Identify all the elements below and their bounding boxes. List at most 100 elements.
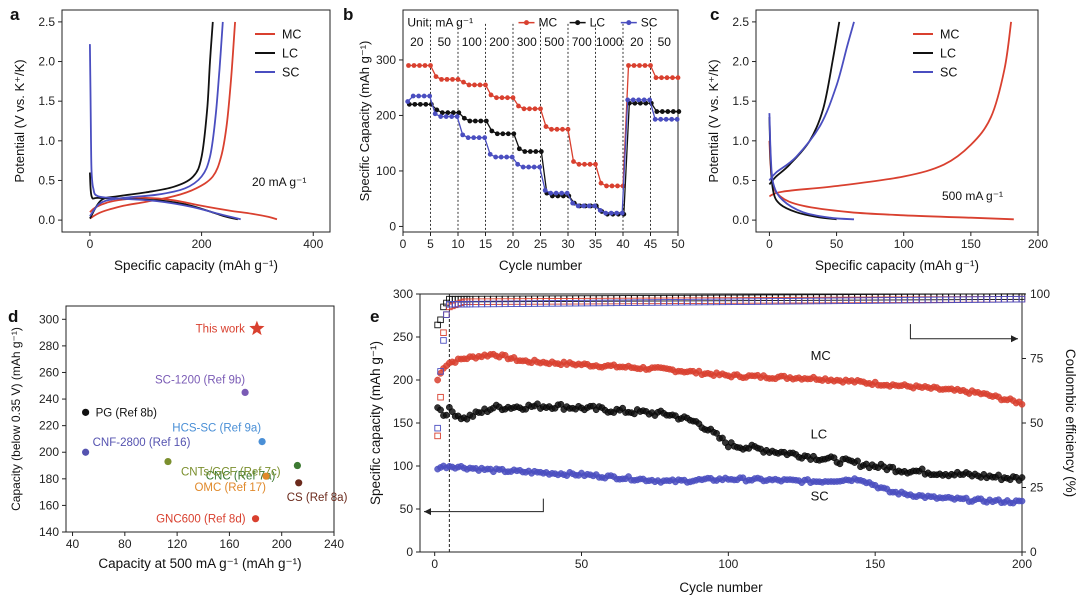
- panel-b-point-sc: [460, 132, 466, 138]
- panel-b-point-mc: [543, 124, 549, 129]
- panel-b-point-mc: [472, 82, 477, 88]
- panel-b-legend-label-sc: SC: [641, 16, 658, 30]
- panel-d-xtick-label: 160: [219, 537, 239, 551]
- panel-a-xtick-label: 200: [192, 237, 212, 251]
- panel-b-point-sc: [641, 97, 647, 103]
- panel-b-legend-label-mc: MC: [539, 16, 558, 30]
- panel-b-point-mc: [444, 76, 450, 82]
- panel-b-point-sc: [416, 93, 422, 99]
- panel-b-ytick-label: 0: [389, 219, 396, 233]
- panel-d-ylabel: Capacity (below 0.35 V) (mAh g⁻¹): [9, 327, 23, 511]
- panel-e-xtick-label: 100: [718, 557, 738, 571]
- panel-a: 0 200 400 0.0 0.5 1.0 1.5 2.0 2.5 MC LC SC 20 mA g⁻¹…: [12, 9, 331, 273]
- panel-b-point-sc: [608, 210, 614, 216]
- panel-a-ytick-label: 0.0: [38, 213, 55, 227]
- panel-d-ytick-label: 260: [39, 365, 59, 379]
- panel-a-ylabel: Potential (V vs. K⁺/K): [12, 59, 27, 182]
- panel-b-point-mc: [411, 63, 417, 68]
- panel-b-point-sc: [438, 114, 444, 119]
- panel-b-point-mc: [422, 63, 428, 68]
- panel-e-efficiency-point-sc: [666, 299, 673, 306]
- panel-b-point-sc: [405, 99, 411, 104]
- panel-e-series-label-mc: MC: [811, 348, 831, 363]
- panel-b-point-mc: [631, 63, 637, 68]
- panel-e-ytick-label: 300: [393, 287, 413, 301]
- panel-e-series-label-sc: SC: [811, 488, 829, 503]
- panel-a-ytick-label: 2.5: [38, 15, 55, 29]
- panel-b-point-mc: [571, 159, 576, 164]
- panel-b-point-mc: [417, 63, 422, 68]
- panel-b-point-lc: [511, 131, 517, 137]
- panel-b-point-lc: [522, 149, 528, 154]
- panel-e-efficiency-point-sc: [636, 299, 644, 306]
- panel-b-point-sc: [504, 154, 510, 160]
- panel-e-arrow-left: [424, 498, 544, 513]
- panel-a-annotation: 20 mA g⁻¹: [252, 175, 306, 189]
- panel-e-efficiency-point-mc: [434, 432, 441, 440]
- panel-c-ytick-label: 2.0: [732, 55, 749, 69]
- panel-b-xtick-label: 30: [561, 237, 575, 251]
- panel-b-rate-label: 20: [630, 35, 644, 49]
- panel-d-xtick-label: 40: [66, 537, 80, 551]
- panel-b-point-sc: [647, 97, 653, 103]
- panel-b-point-sc: [471, 135, 477, 141]
- panel-d-ytick-label: 200: [39, 445, 59, 459]
- panel-e: 0 50 100 150 2000501001502002503000255075100…: [368, 287, 1078, 595]
- panel-e-xtick-label: 150: [865, 557, 885, 571]
- panel-b-point-lc: [450, 110, 456, 116]
- panel-e-efficiency-point-sc: [701, 298, 709, 306]
- panel-b-point-mc: [521, 106, 527, 112]
- panel-b-point-mc: [455, 76, 461, 82]
- panel-b-point-lc: [659, 109, 665, 114]
- panel-b-point-mc: [538, 106, 543, 112]
- panel-b-ytick-label: 200: [376, 108, 396, 122]
- panel-b-point-mc: [598, 180, 604, 186]
- panel-d-marker-sc-1200-ref-9b: [241, 388, 249, 397]
- panel-e-efficiency-point-sc: [443, 311, 450, 318]
- panel-a-ytick-label: 1.5: [38, 94, 55, 108]
- panel-b-point-sc: [443, 114, 449, 119]
- panel-e-efficiency-point-sc: [689, 298, 697, 306]
- panel-d-ytick-label: 160: [39, 498, 59, 512]
- panel-b-point-sc: [465, 135, 471, 141]
- panel-b-point-mc: [483, 82, 488, 88]
- panel-b-rate-label: 50: [438, 35, 452, 49]
- panel-e-axes-frame: [419, 293, 1023, 553]
- panel-d-ytick-label: 180: [39, 472, 59, 486]
- panel-b-point-lc: [423, 101, 429, 107]
- panel-e-xlabel: Cycle number: [679, 580, 763, 595]
- panel-e-arrowhead-left: [424, 508, 431, 516]
- panel-b-point-sc: [493, 154, 499, 160]
- panel-d-xlabel: Capacity at 500 mA g⁻¹ (mAh g⁻¹): [98, 556, 301, 571]
- panel-b-point-mc: [560, 126, 565, 132]
- panel-letter-d: d: [8, 307, 18, 326]
- panel-b-point-mc: [626, 63, 631, 68]
- panel-a-curve-mc-1: [89, 21, 236, 220]
- panel-b-point-sc: [476, 135, 482, 141]
- panel-b-point-mc: [615, 183, 620, 189]
- panel-c-legend-label-sc: SC: [940, 66, 957, 80]
- panel-e-capacity-point-lc: [918, 465, 926, 473]
- panel-b-point-mc: [466, 82, 472, 88]
- panel-b-point-mc: [532, 106, 538, 112]
- panel-b-rate-label: 1000: [596, 35, 623, 49]
- panel-e-capacity-point-lc: [437, 406, 444, 414]
- panel-b-rate-label: 20: [410, 35, 424, 49]
- panel-d-label-gnc600-ref-8d: GNC600 (Ref 8d): [156, 514, 246, 526]
- panel-a-axes-frame: [61, 9, 331, 233]
- panel-e-efficiency-point-sc: [672, 299, 679, 306]
- panel-c-curve-mc-1: [769, 21, 1012, 198]
- panel-b-point-sc: [586, 203, 592, 209]
- panel-e-efficiency-point-mc: [440, 329, 447, 336]
- panel-e-ytick-right-label: 25: [1030, 481, 1044, 495]
- panel-e-efficiency-point-sc: [654, 299, 662, 306]
- panel-b-rate-label: 200: [489, 35, 509, 49]
- panel-a-curve-sc-0: [89, 44, 241, 221]
- panel-b-xtick-label: 10: [451, 237, 465, 251]
- panel-b-point-mc: [494, 95, 499, 101]
- panel-b-point-sc: [603, 210, 609, 216]
- panel-e-ytick-right-label: 0: [1030, 545, 1037, 559]
- panel-b-point-sc: [410, 93, 416, 99]
- panel-b-point-lc: [538, 149, 544, 154]
- panel-b-point-mc: [587, 161, 593, 167]
